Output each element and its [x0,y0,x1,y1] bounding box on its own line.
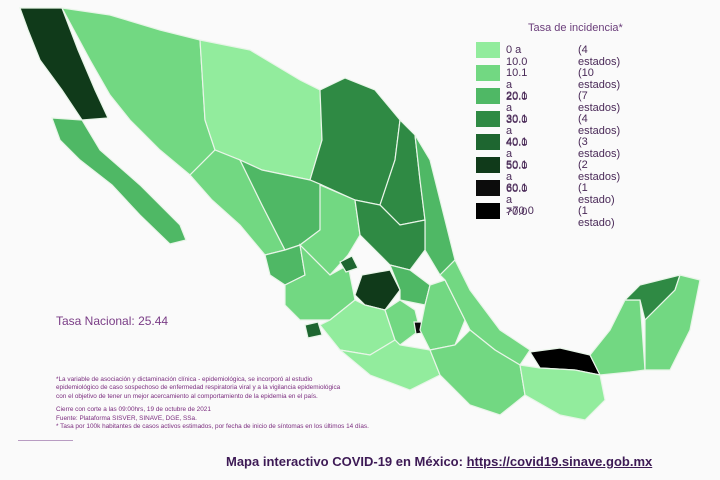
legend-range: 60.1 a 70.0 [506,182,528,218]
rule [18,440,73,441]
national-rate: Tasa Nacional: 25.44 [56,314,168,328]
baja-california [19,7,109,121]
legend-swatch [476,88,500,104]
legend-count: (1 estado) [578,205,615,229]
footnote-line: Fuente: Plataforma SISVER, SINAVE, DGE, … [56,414,197,422]
legend-swatch [476,42,500,58]
legend-count: (4 estados) [578,113,621,137]
footnotes: *La variable de asociación y dictaminaci… [56,376,369,431]
legend-count: (2 estados) [578,159,621,183]
footnote-line: *La variable de asociación y dictaminaci… [56,376,313,383]
colima [304,321,323,339]
quintana-roo [644,274,701,371]
legend-swatch [476,180,500,196]
legend-count: (1 estado) [578,182,615,206]
footnote-line: Cierre con corte a las 09:00hrs, 19 de o… [56,406,211,414]
legend-range: 20.1 a 30.0 [506,90,528,126]
national-value: 25.44 [138,314,169,328]
legend-swatch [476,65,500,81]
legend-swatch [476,111,500,127]
legend-swatch [476,203,500,219]
legend-swatch [476,157,500,173]
legend-count: (3 estados) [578,136,621,160]
footer: Mapa interactivo COVID-19 en México: htt… [226,454,652,469]
legend-title: Tasa de incidencia* [528,22,623,34]
baja-california-sur [51,117,187,245]
campeche [589,299,646,376]
legend-range: 50.1 a 60.0 [506,159,528,195]
states [19,7,701,421]
national-label: Tasa Nacional: [56,314,135,328]
chiapas [519,364,606,421]
aguascalientes [339,255,359,273]
legend-count: (7 estados) [578,90,621,114]
legend-range: 0 a 10.0 [506,44,528,68]
legend-range: >70.0 [506,205,534,217]
legend-range: 10.1 a 20.0 [506,67,528,103]
legend-range: 40.1 a 50.0 [506,136,528,172]
san-luis-potosi [354,199,426,271]
footnote-line: con el objetivo de tener un mejor acerca… [56,392,318,400]
legend-range: 30.1 a 40.0 [506,113,528,149]
footnote-line: * Tasa por 100k habitantes de casos acti… [56,423,369,431]
footer-text: Mapa interactivo COVID-19 en México: [226,454,463,469]
legend-swatch [476,134,500,150]
jalisco [284,243,356,321]
footer-link[interactable]: https://covid19.sinave.gob.mx [466,454,653,469]
legend-count: (10 estados) [578,67,621,91]
legend-count: (4 estados) [578,44,621,68]
footnote-line: epidemiológico de caso sospechoso de enf… [56,384,341,392]
